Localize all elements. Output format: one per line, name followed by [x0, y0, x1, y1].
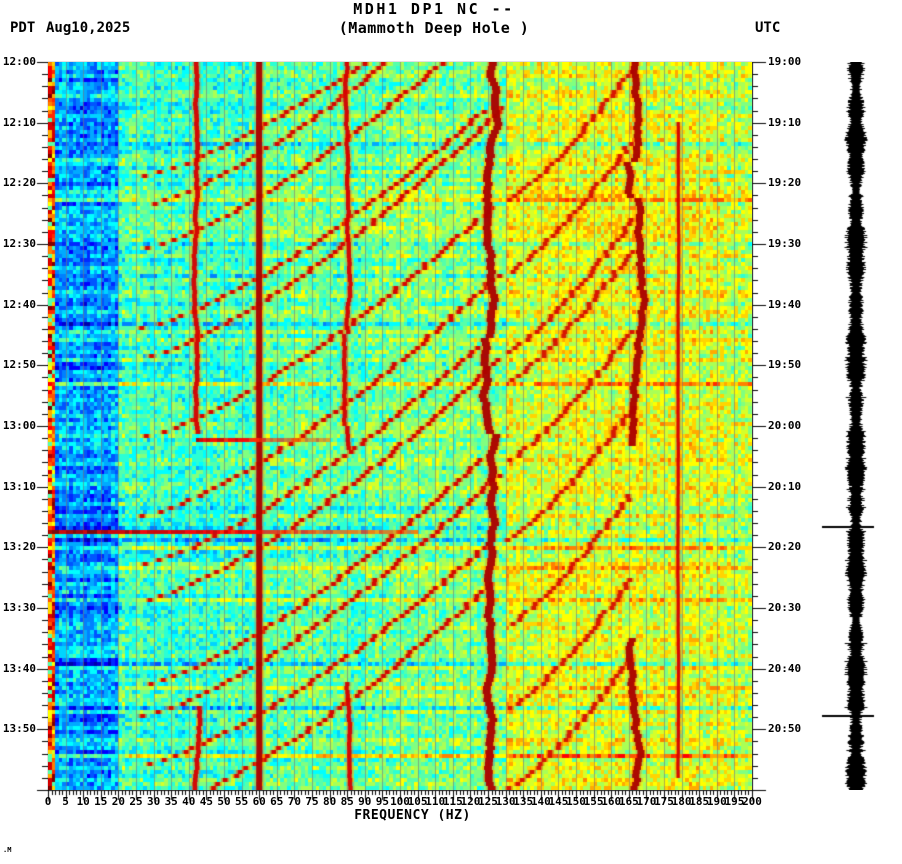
left-time-label: 13:10	[2, 479, 36, 493]
freq-tick-label: 85	[340, 795, 354, 808]
right-time-label: 19:30	[768, 237, 802, 250]
freq-tick-label: 5	[62, 795, 69, 808]
right-time-label: 20:00	[768, 419, 802, 432]
freq-tick-label: 160	[601, 795, 622, 808]
freq-tick-label: 185	[689, 795, 710, 808]
freq-tick-label: 20	[111, 795, 126, 808]
right-time-label: 19:50	[768, 358, 802, 372]
freq-tick-label: 145	[548, 795, 569, 808]
freq-tick-label: 75	[305, 795, 319, 808]
right-time-label: 19:40	[768, 297, 802, 311]
left-time-label: 13:50	[2, 722, 36, 736]
right-time-label: 20:40	[768, 661, 802, 675]
left-time-label: 12:20	[2, 176, 36, 190]
right-time-label: 20:20	[768, 540, 802, 554]
freq-tick-label: 70	[287, 795, 302, 808]
freq-tick-label: 55	[234, 795, 249, 808]
seismogram-trace	[818, 62, 876, 790]
right-time-label: 20:10	[768, 479, 802, 493]
freq-tick-label: 15	[94, 795, 108, 808]
right-time-label: 19:00	[768, 55, 802, 68]
freq-tick-label: 100	[390, 795, 410, 808]
left-time-label: 13:30	[2, 601, 36, 614]
freq-tick-label: 200	[742, 795, 762, 808]
freq-tick-label: 60	[252, 795, 266, 808]
left-time-label: 12:40	[2, 297, 36, 311]
freq-tick-label: 105	[407, 795, 428, 808]
freq-tick-label: 80	[322, 795, 337, 808]
left-time-label: 12:10	[2, 115, 36, 129]
freq-tick-label: 45	[199, 795, 214, 808]
freq-tick-label: 180	[671, 795, 692, 808]
right-time-label: 20:50	[768, 722, 802, 736]
right-time-label: 20:30	[768, 601, 802, 614]
freq-tick-label: 35	[164, 795, 178, 808]
left-time-label: 12:00	[2, 55, 36, 68]
freq-tick-label: 110	[425, 795, 446, 808]
freq-tick-label: 95	[375, 795, 390, 808]
freq-tick-label: 175	[654, 795, 674, 808]
freq-tick-label: 125	[478, 795, 498, 808]
footer-mark: .M	[3, 846, 12, 854]
freq-tick-label: 25	[129, 795, 143, 808]
freq-tick-label: 90	[358, 795, 372, 808]
freq-tick-label: 30	[146, 795, 161, 808]
freq-tick-label: 190	[706, 795, 727, 808]
freq-tick-label: 135	[513, 795, 534, 808]
freq-tick-label: 170	[636, 795, 657, 808]
left-time-label: 13:00	[2, 419, 36, 432]
freq-tick-label: 115	[442, 795, 463, 808]
freq-tick-label: 40	[182, 795, 196, 808]
freq-tick-label: 150	[566, 795, 586, 808]
freq-tick-label: 140	[530, 795, 551, 808]
right-time-label: 19:20	[768, 176, 802, 190]
frequency-axis-title: FREQUENCY (HZ)	[354, 808, 471, 823]
freq-tick-label: 195	[724, 795, 745, 808]
freq-tick-label: 0	[44, 795, 52, 808]
freq-tick-label: 50	[217, 795, 231, 808]
right-time-label: 19:10	[768, 115, 802, 129]
freq-tick-label: 65	[270, 795, 284, 808]
freq-tick-label: 155	[583, 795, 604, 808]
left-time-label: 12:30	[2, 237, 36, 250]
left-time-label: 13:20	[2, 540, 36, 554]
left-time-label: 13:40	[2, 661, 36, 675]
freq-tick-label: 165	[618, 795, 639, 808]
freq-tick-label: 120	[460, 795, 481, 808]
freq-tick-label: 10	[76, 795, 90, 808]
spectrogram-heatmap	[48, 62, 752, 790]
left-time-label: 12:50	[2, 358, 36, 372]
freq-tick-label: 130	[495, 795, 516, 808]
